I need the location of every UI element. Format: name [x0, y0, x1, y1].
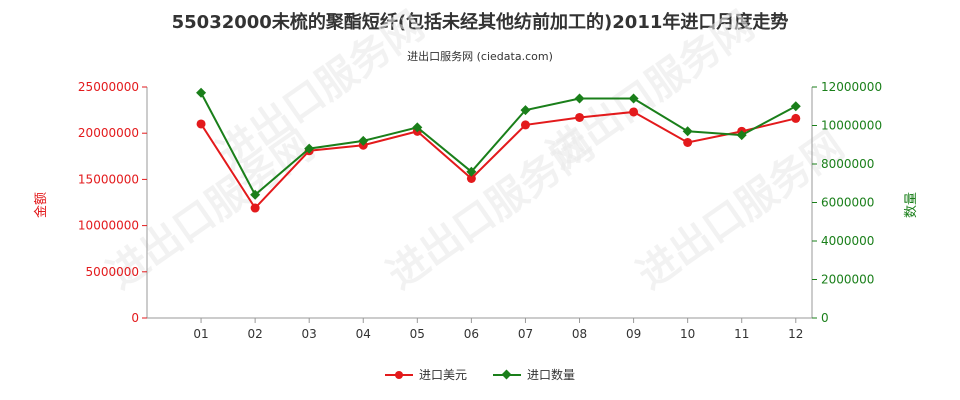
data-point-amount	[196, 119, 206, 129]
data-point-quantity	[358, 135, 369, 146]
data-point-quantity	[250, 189, 261, 200]
data-point-quantity	[790, 101, 801, 112]
watermark-text: 进出口服务网	[539, 3, 762, 178]
y-right-tick-label: 4000000	[821, 234, 874, 248]
legend-swatch-quantity	[493, 369, 521, 379]
data-point-amount	[466, 173, 476, 183]
y-axis-right-title: 数量	[904, 192, 919, 218]
chart-title: 55032000未梳的聚酯短纤(包括未经其他纺前加工的)2011年进口月度走势	[171, 12, 789, 33]
data-point-amount	[683, 137, 693, 147]
data-point-amount	[575, 112, 585, 122]
legend-swatch-amount	[384, 370, 413, 379]
y-right-tick-label: 2000000	[821, 273, 874, 287]
y-left-tick-label: 15000000	[78, 172, 139, 186]
x-tick-label: 09	[626, 327, 641, 341]
x-tick-label: 12	[788, 327, 803, 341]
y-left-tick-label: 0	[131, 311, 139, 325]
watermark-text: 进出口服务网	[629, 123, 852, 298]
data-point-quantity	[574, 93, 585, 104]
y-axis-left-title: 金额	[33, 192, 49, 218]
y-left-tick-label: 10000000	[78, 219, 139, 233]
x-tick-label: 06	[464, 327, 479, 341]
data-point-quantity	[196, 87, 207, 98]
data-point-quantity	[520, 105, 531, 116]
watermark-text: 进出口服务网	[209, 3, 432, 178]
legend-label-quantity: 进口数量	[527, 368, 576, 382]
x-tick-label: 11	[734, 327, 749, 341]
data-point-amount	[791, 113, 801, 123]
x-tick-label: 08	[572, 327, 587, 341]
data-point-quantity	[736, 130, 747, 141]
legend-item-quantity[interactable]: 进口数量	[493, 366, 575, 383]
data-point-quantity	[628, 93, 639, 104]
legend-item-amount[interactable]: 进口美元	[384, 366, 467, 383]
data-point-quantity	[466, 166, 477, 177]
y-left-tick-label: 20000000	[78, 126, 139, 140]
y-left-tick-label: 25000000	[78, 80, 139, 94]
x-tick-label: 10	[680, 327, 695, 341]
y-right-tick-label: 10000000	[821, 119, 882, 133]
chart-subtitle: 进出口服务网 (ciedata.com)	[407, 50, 553, 63]
legend-label-amount: 进口美元	[418, 368, 467, 382]
chart-legend: 进口美元 进口数量	[0, 366, 960, 383]
x-tick-label: 03	[302, 327, 317, 341]
series-line-amount	[200, 110, 797, 210]
data-point-amount	[520, 120, 530, 130]
x-tick-label: 04	[356, 327, 371, 341]
x-tick-label: 01	[193, 327, 208, 341]
y-right-tick-label: 0	[821, 311, 829, 325]
y-left-tick-label: 5000000	[86, 265, 139, 279]
data-point-amount	[250, 203, 260, 213]
x-tick-label: 05	[410, 327, 425, 341]
data-point-quantity	[412, 122, 423, 133]
y-right-tick-label: 8000000	[821, 157, 874, 171]
data-point-quantity	[304, 143, 315, 154]
x-tick-label: 02	[247, 327, 262, 341]
data-point-quantity	[682, 126, 693, 137]
y-right-tick-label: 12000000	[821, 80, 882, 94]
x-tick-label: 07	[518, 327, 533, 341]
y-right-tick-label: 6000000	[821, 196, 874, 210]
data-point-amount	[629, 107, 639, 117]
series-line-quantity	[200, 92, 797, 197]
